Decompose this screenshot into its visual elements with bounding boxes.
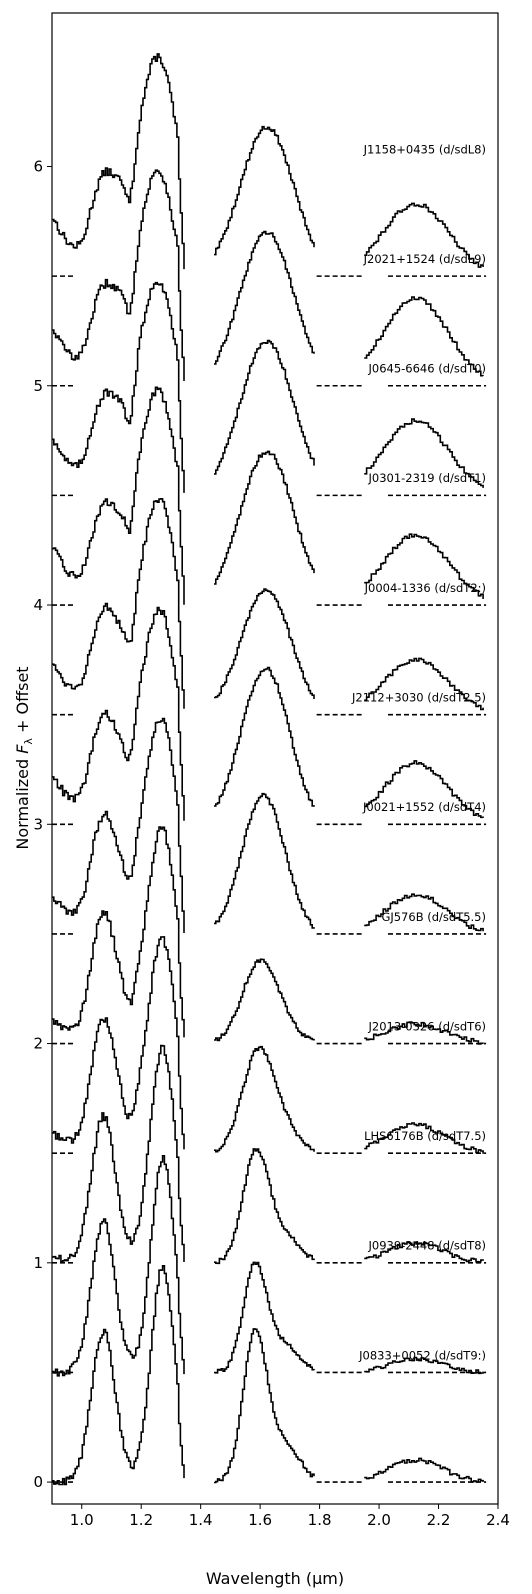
- y-tick-label: 2: [33, 1035, 43, 1053]
- x-tick-label: 1.2: [129, 1511, 153, 1529]
- spectrum-trace: [52, 169, 185, 381]
- y-axis-title: Normalized Fλ + Offset: [13, 666, 35, 849]
- spectrum-trace: [364, 1021, 484, 1045]
- y-tick-label: 0: [33, 1473, 43, 1491]
- spectrum-trace: [214, 1261, 315, 1374]
- spectrum-trace: [364, 1241, 484, 1263]
- x-tick-label: 1.4: [189, 1511, 213, 1529]
- x-tick-label: 2.2: [427, 1511, 451, 1529]
- series-label: J2013-0326 (d/sdT6): [367, 1019, 486, 1033]
- spectrum-trace: [52, 1044, 185, 1263]
- series-label: J0004-1336 (d/sdT2:): [364, 581, 486, 595]
- spectrum-trace: [52, 281, 185, 493]
- x-tick-label: 1.0: [70, 1511, 94, 1529]
- series-label: J0301-2319 (d/sdT1): [367, 471, 486, 485]
- spectrum-trace: [214, 230, 315, 365]
- spectrum-trace: [364, 418, 484, 488]
- spectrum-trace: [214, 450, 315, 585]
- spectrum-trace: [214, 792, 315, 929]
- series-label: J0021+1552 (d/sdT4): [362, 800, 486, 814]
- spectrum-trace: [214, 1148, 315, 1265]
- baselines-layer: [52, 275, 487, 1483]
- series-label: J0939-2448 (d/sdT8): [367, 1239, 486, 1253]
- spectrum-trace: [214, 958, 315, 1042]
- spectrum-trace: [364, 657, 484, 711]
- y-tick-label: 4: [33, 596, 43, 614]
- series-label: J1158+0435 (d/sdL8): [363, 142, 486, 156]
- x-tick-label: 2.4: [486, 1511, 510, 1529]
- series-label: J2112+3030 (d/sdT2.5): [351, 690, 486, 704]
- y-tick-label: 5: [33, 377, 43, 395]
- x-tick-label: 1.8: [308, 1511, 332, 1529]
- x-tick-label: 1.6: [248, 1511, 272, 1529]
- spectrum-trace: [364, 760, 484, 819]
- series-label: LHS6176B (d/sdT7.5): [364, 1129, 486, 1143]
- spectrum-trace: [52, 717, 185, 933]
- spectrum-trace: [52, 1265, 185, 1486]
- y-tick-label: 1: [33, 1254, 43, 1272]
- spectrum-trace: [214, 1045, 315, 1153]
- spectrum-trace: [52, 826, 185, 1038]
- spectrum-trace: [364, 893, 484, 932]
- spectrum-trace: [364, 202, 484, 268]
- spectrum-trace: [52, 1155, 185, 1377]
- series-label: J2021+1524 (d/sdL9): [363, 252, 486, 266]
- spectrum-trace: [52, 606, 185, 821]
- y-tick-label: 6: [33, 157, 43, 175]
- y-tick-label: 3: [33, 815, 43, 833]
- y-axis-ticks: 0 1 2 3 4 5 6: [33, 157, 52, 1491]
- spectrum-trace: [364, 1122, 484, 1154]
- spectrum-trace: [52, 386, 185, 605]
- spectrum-trace: [52, 936, 185, 1150]
- spectrum-trace: [214, 666, 315, 807]
- spectrum-trace: [52, 498, 185, 709]
- spectrum-trace: [214, 339, 315, 475]
- series-label: J0833+0052 (d/sdT9:): [358, 1348, 486, 1362]
- spectrum-trace: [214, 1328, 315, 1484]
- series-label: J0645-6646 (d/sdT0): [367, 362, 486, 376]
- x-axis-ticks: 1.0 1.2 1.4 1.6 1.8 2.0 2.2 2.4: [70, 1504, 510, 1529]
- x-tick-label: 2.0: [367, 1511, 391, 1529]
- plot-frame: [51, 12, 499, 1505]
- spectrum-trace: [214, 125, 315, 256]
- spectrum-trace: [364, 296, 484, 377]
- series-label: GJ576B (d/sdT5.5): [381, 910, 486, 924]
- spectrum-trace: [364, 1356, 484, 1375]
- spectrum-trace: [214, 588, 315, 699]
- x-axis-title: Wavelength (μm): [206, 1569, 344, 1588]
- spectra-layer: [52, 53, 484, 1486]
- spectrum-trace: [52, 53, 185, 270]
- spectrum-labels: J1158+0435 (d/sdL8) J2021+1524 (d/sdL9) J0…: [351, 142, 486, 1362]
- spectrum-trace: [364, 533, 484, 599]
- spectrum-trace: [364, 1457, 484, 1483]
